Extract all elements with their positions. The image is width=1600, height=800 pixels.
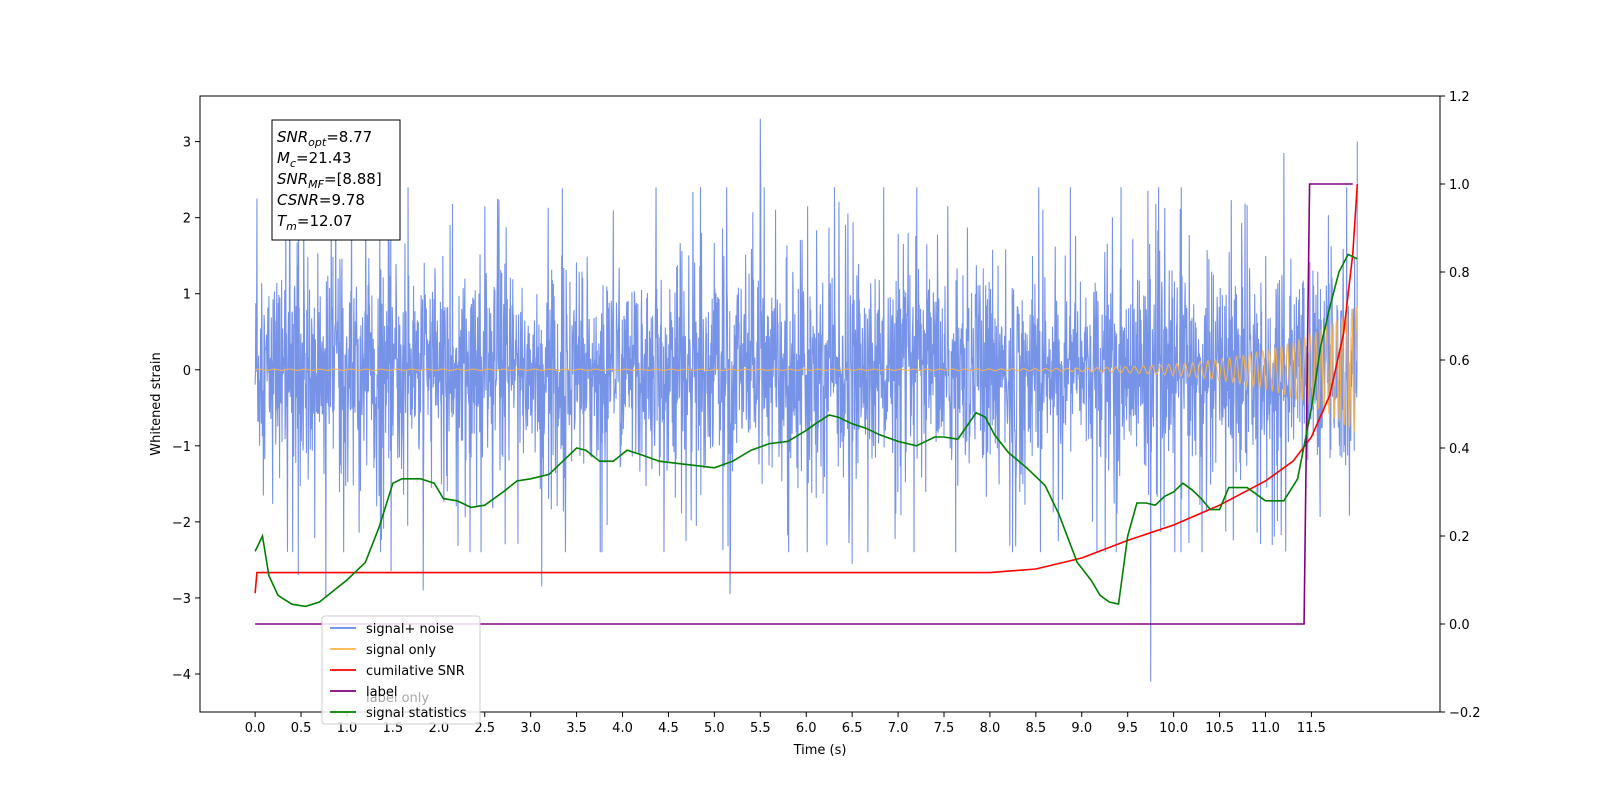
x-tick-label: 1.0: [337, 721, 358, 736]
legend-hidden-label: label only: [366, 691, 429, 706]
y2-tick-label: 0.2: [1449, 530, 1470, 545]
y2-tick-label: 0.4: [1449, 442, 1470, 457]
annotation-line: SNRMF=[8.88]: [277, 170, 382, 191]
series-signal-noise: [254, 118, 1358, 682]
y2-tick-label: 1.0: [1449, 178, 1470, 193]
series-signal-only: [254, 307, 1358, 433]
annotation-line: SNRopt=8.77: [277, 128, 372, 149]
series-label: [255, 183, 1353, 625]
x-tick-label: 11.0: [1251, 721, 1280, 736]
y-tick-label: 2: [183, 212, 191, 227]
legend-label: label: [366, 685, 397, 700]
y2-tick-label: 0.8: [1449, 266, 1470, 281]
y-tick-label: −2: [172, 516, 191, 531]
legend-label: cumilative SNR: [366, 664, 465, 679]
x-tick-label: 4.0: [612, 721, 633, 736]
series-signal-statistics: [254, 253, 1358, 608]
x-tick-label: 9.0: [1071, 721, 1092, 736]
x-tick-label: 0.0: [245, 721, 266, 736]
x-tick-label: 4.5: [658, 721, 679, 736]
annotation-box: SNRopt=8.77Mc=21.43SNRMF=[8.88]CSNR=9.78…: [271, 119, 401, 241]
y-tick-label: −3: [172, 592, 191, 607]
x-tick-label: 6.0: [796, 721, 817, 736]
y-tick-label: 1: [183, 288, 191, 303]
x-axis-title: Time (s): [793, 743, 847, 758]
series-cumulative-snr: [254, 183, 1359, 594]
x-tick-label: 2.5: [474, 721, 495, 736]
legend: label only signal+ noise signal only cumila…: [321, 615, 481, 725]
x-tick-label: 8.5: [1026, 721, 1047, 736]
legend-label: signal statistics: [366, 706, 467, 721]
y2-tick-label: 0.6: [1449, 354, 1470, 369]
x-tick-label: 5.5: [750, 721, 771, 736]
x-tick-label: 1.5: [383, 721, 404, 736]
x-tick-label: 11.5: [1297, 721, 1326, 736]
axes-layer: 0.0 0.5 1.0 1.5 2.0 2.5 3.0 3.5 4.0 4.5 5.0 5.5 6.0 6…: [172, 90, 1481, 736]
y-tick-label: −4: [172, 668, 191, 683]
x-tick-label: 10.0: [1159, 721, 1188, 736]
legend-label: signal+ noise: [366, 622, 454, 637]
y-tick-label: 0: [183, 364, 191, 379]
x-tick-label: 9.5: [1117, 721, 1138, 736]
annotation-line: Mc=21.43: [277, 149, 352, 170]
legend-frame: [321, 615, 481, 725]
y-axis-title: Whitened strain: [149, 352, 164, 455]
y2-tick-label: 0.0: [1449, 618, 1470, 633]
series-layer: [254, 118, 1359, 682]
legend-label: signal only: [366, 643, 436, 658]
annotation-line: CSNR=9.78: [277, 191, 365, 209]
x-tick-label: 10.5: [1205, 721, 1234, 736]
y-tick-label: 3: [183, 136, 191, 151]
x-tick-label: 3.5: [566, 721, 587, 736]
y2-tick-label: 1.2: [1449, 90, 1470, 105]
x-tick-label: 6.5: [842, 721, 863, 736]
x-tick-label: 0.5: [291, 721, 312, 736]
x-tick-label: 5.0: [704, 721, 725, 736]
plot-frame: [199, 95, 1441, 713]
x-tick-label: 3.0: [520, 721, 541, 736]
annotation-line: Tm=12.07: [277, 212, 352, 233]
x-tick-label: 8.0: [980, 721, 1001, 736]
annotation-frame: [271, 119, 401, 241]
x-tick-label: 7.5: [934, 721, 955, 736]
y2-tick-label: −0.2: [1449, 706, 1481, 721]
y-tick-label: −1: [172, 440, 191, 455]
x-tick-label: 7.0: [888, 721, 909, 736]
x-tick-label: 2.0: [428, 721, 449, 736]
